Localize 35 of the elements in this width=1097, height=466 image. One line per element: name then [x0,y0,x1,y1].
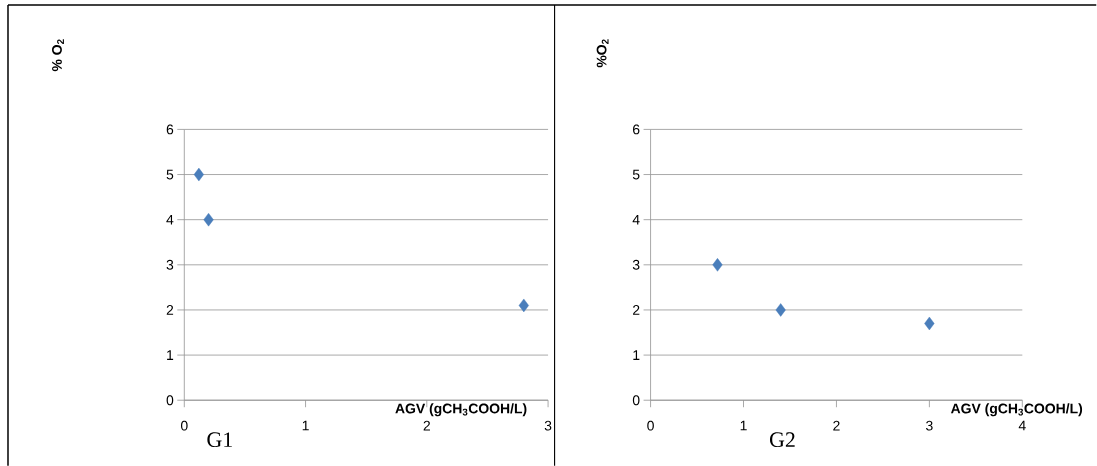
x-tick-label: 2 [423,420,430,431]
y-axis-title: % O$_{2}$ [52,39,64,71]
y-tick-label: 3 [166,259,174,270]
point [924,316,935,330]
y-axis-title: %O$_{2}$ [596,39,609,68]
y-tick-label: 6 [633,124,640,135]
x-tick-label: 3 [544,420,552,431]
y-tick-label: 1 [167,350,174,360]
y-tick-label: 4 [166,214,174,225]
y-tick-label: 1 [633,350,640,360]
x-tick-label: 0 [180,420,188,431]
y-tick-label: 6 [166,124,174,135]
y-tick-label: 5 [166,169,174,180]
x-tick-label: 2 [833,420,840,431]
y-tick-label: 0 [632,395,640,405]
x-tick-label: 0 [647,420,654,431]
point [518,298,529,312]
x-tick-label: 3 [926,420,933,431]
text: G1 [207,432,232,447]
x-axis-title: AGV (gCH$_{3}$COOH/L) [395,402,527,417]
y-tick-label: 4 [632,214,640,225]
point [203,212,214,227]
point [775,303,786,317]
x-axis-title: AGV (gCH$_{3}$COOH/L) [950,402,1083,417]
y-tick-label: 2 [633,304,640,315]
point [193,167,204,182]
x-tick-label: 4 [1018,420,1026,431]
y-tick-label: 5 [632,169,640,180]
y-tick-label: 2 [166,304,174,315]
y-tick-label: 3 [632,259,640,270]
y-tick-label: 0 [166,395,174,405]
x-tick-label: 1 [740,420,747,431]
x-tick-label: 1 [302,420,309,431]
point [712,257,723,272]
text: G2 [769,432,795,447]
